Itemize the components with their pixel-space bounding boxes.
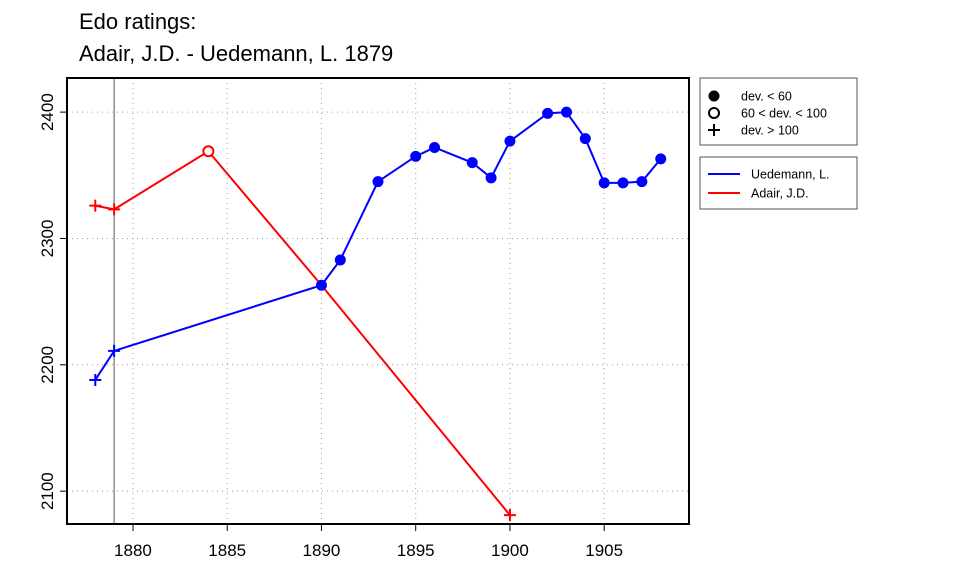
x-tick-label-3: 1895 — [397, 541, 435, 560]
data-point-0-10 — [542, 107, 554, 119]
marker-legend-box — [699, 77, 858, 146]
data-point-0-9 — [504, 135, 516, 147]
y-tick-label-2: 2300 — [38, 220, 57, 258]
chart-title-line-1: Edo ratings: — [79, 9, 196, 34]
y-axis: 2100 2200 2300 2400 — [38, 93, 67, 510]
data-point-1-2 — [202, 145, 215, 158]
y-tick-label-1: 2200 — [38, 346, 57, 384]
marker-legend-label-2: dev. > 100 — [741, 124, 799, 138]
series-legend-label-1: Adair, J.D. — [751, 187, 809, 201]
x-tick-label-0: 1880 — [114, 541, 152, 560]
y-tick-label-0: 2100 — [38, 472, 57, 510]
data-point-1-1 — [108, 203, 121, 216]
series-line-1 — [95, 149, 511, 516]
y-tick-label-3: 2400 — [38, 93, 57, 131]
data-point-0-5 — [410, 150, 422, 162]
marker-legend-symbol-1 — [708, 107, 720, 119]
grid — [67, 78, 689, 524]
x-tick-label-1: 1885 — [208, 541, 246, 560]
data-point-0-2 — [315, 279, 327, 291]
data-point-0-16 — [655, 153, 667, 165]
series-legend-box — [699, 156, 858, 210]
data-point-0-3 — [334, 254, 346, 266]
data-point-0-4 — [372, 176, 384, 188]
x-tick-label-4: 1900 — [491, 541, 529, 560]
series-legend: Uedemann, L. Adair, J.D. — [699, 156, 858, 210]
data-point-0-12 — [579, 133, 591, 145]
series-legend-label-0: Uedemann, L. — [751, 168, 830, 182]
data-point-0-14 — [617, 177, 629, 189]
x-tick-label-5: 1905 — [585, 541, 623, 560]
marker-legend: dev. < 60 60 < dev. < 100 dev. > 100 — [699, 77, 858, 146]
data-point-0-6 — [429, 141, 441, 153]
series-layer — [89, 106, 667, 522]
x-axis: 1880 1885 1890 1895 1900 1905 — [114, 524, 623, 560]
data-point-0-7 — [466, 157, 478, 169]
series-line-0 — [94, 111, 662, 381]
data-point-0-15 — [636, 176, 648, 188]
chart-title-line-2: Adair, J.D. - Uedemann, L. 1879 — [79, 41, 393, 66]
data-point-0-0 — [89, 373, 102, 386]
x-tick-label-2: 1890 — [303, 541, 341, 560]
data-point-0-1 — [108, 344, 121, 357]
marker-legend-symbol-0 — [708, 90, 720, 102]
plot-frame — [66, 77, 690, 525]
data-point-0-13 — [598, 177, 610, 189]
marker-legend-label-1: 60 < dev. < 100 — [741, 107, 827, 121]
data-point-0-8 — [485, 172, 497, 184]
data-point-1-0 — [89, 199, 102, 212]
marker-legend-symbol-2 — [708, 124, 720, 136]
data-point-1-4 — [503, 509, 516, 522]
marker-legend-label-0: dev. < 60 — [741, 90, 792, 104]
data-point-0-11 — [560, 106, 572, 118]
